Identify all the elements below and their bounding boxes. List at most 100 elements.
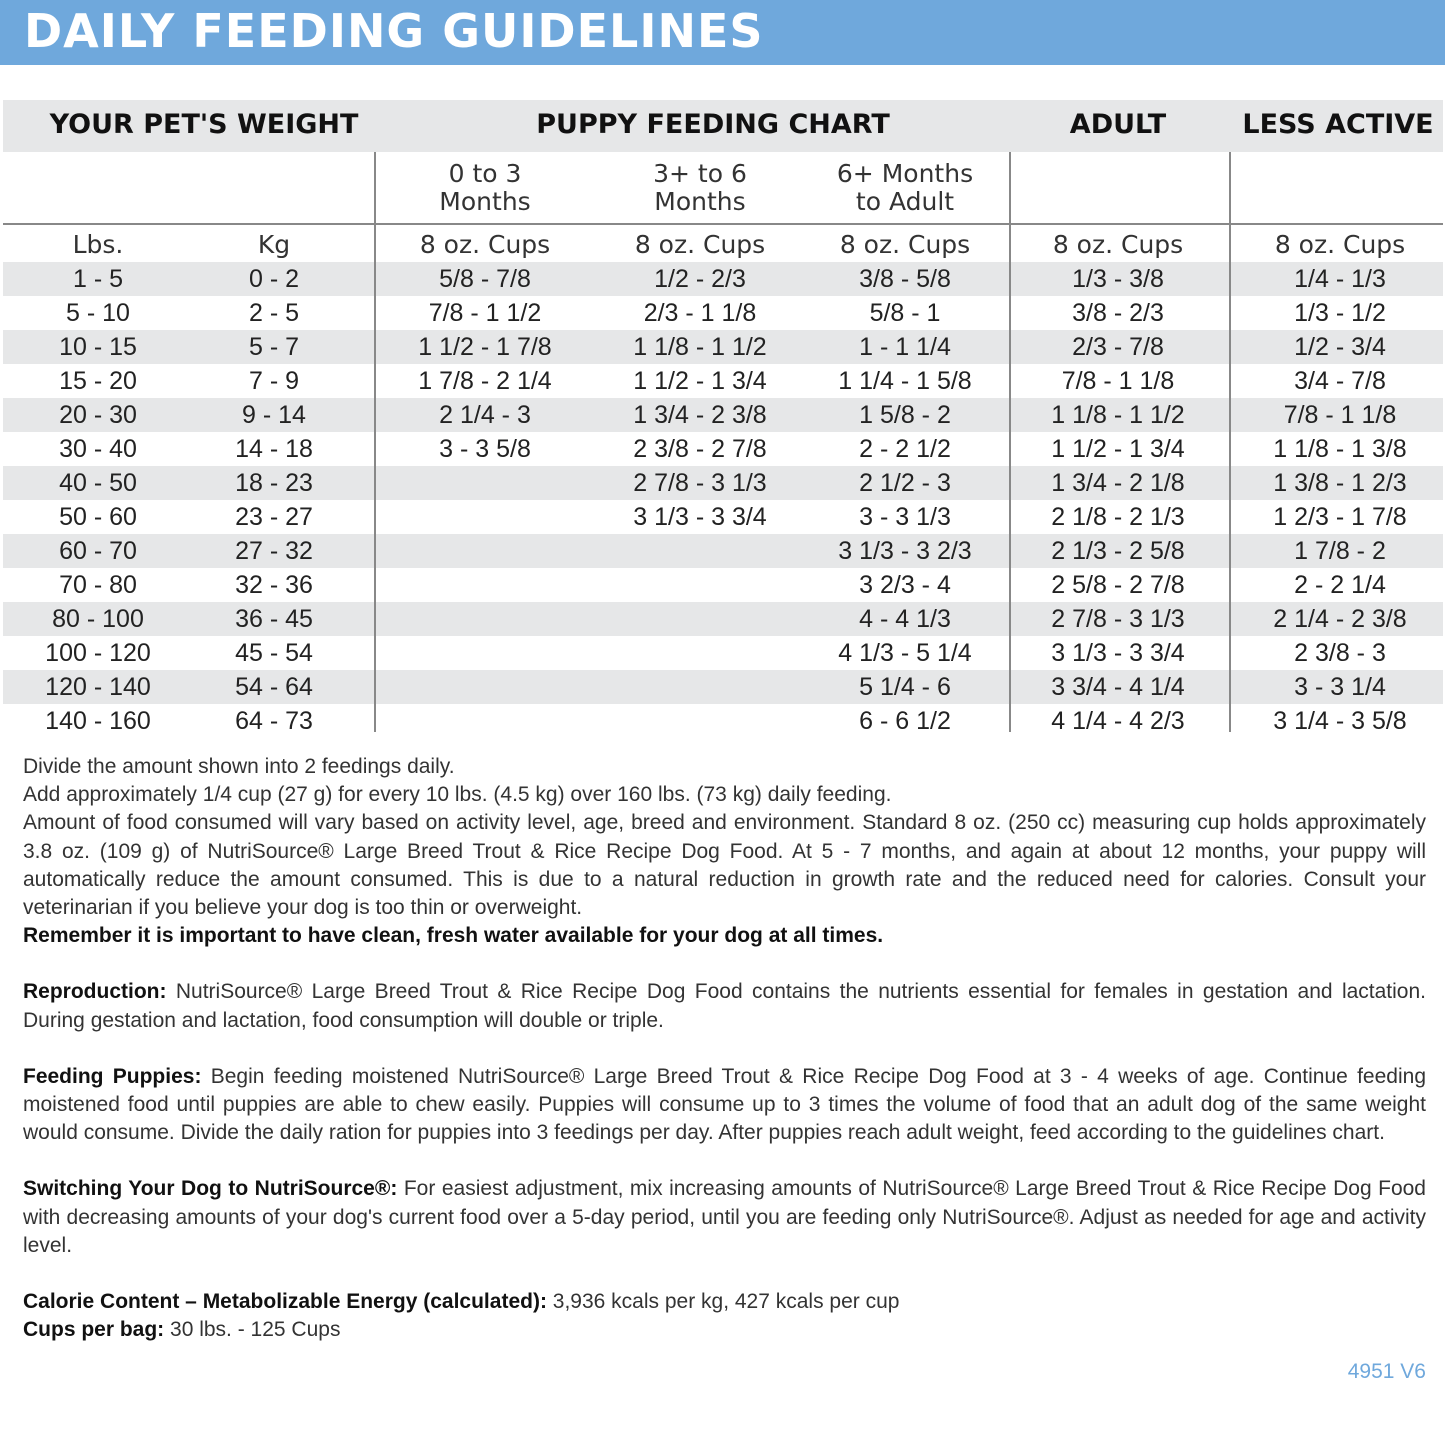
note-reproduction: Reproduction: NutriSource® Large Breed T… [23, 980, 1426, 1032]
cell-adult: 1/3 - 3/8 [1072, 265, 1164, 293]
cell-less-active: 7/8 - 1 1/8 [1283, 401, 1397, 429]
cell-puppy-3-6: 1 3/4 - 2 3/8 [633, 401, 767, 429]
note-water: Remember it is important to have clean, … [23, 924, 884, 948]
cell-adult: 3/8 - 2/3 [1072, 299, 1164, 327]
cell-lbs: 10 - 15 [59, 333, 137, 361]
cell-lbs: 70 - 80 [59, 571, 137, 599]
cell-less-active: 3 - 3 1/4 [1294, 673, 1386, 701]
cell-lbs: 80 - 100 [52, 605, 144, 633]
note-over-160: Add approximately 1/4 cup (27 g) for eve… [23, 783, 892, 807]
subheader-0-3: 0 to 3 Months [439, 159, 531, 216]
cell-lbs: 15 - 20 [59, 367, 137, 395]
cell-puppy-3-6: 2/3 - 1 1/8 [643, 299, 757, 327]
cell-puppy-6-adult: 4 - 4 1/3 [859, 605, 951, 633]
cell-puppy-3-6: 2 3/8 - 2 7/8 [633, 435, 767, 463]
cell-puppy-6-adult: 6 - 6 1/2 [859, 707, 951, 735]
subheader-6-adult: 6+ Months to Adult [836, 159, 974, 216]
header-weight: YOUR PET'S WEIGHT [49, 109, 359, 140]
cell-kg: 9 - 14 [242, 401, 306, 429]
cell-adult: 1 3/4 - 2 1/8 [1051, 469, 1185, 497]
cell-puppy-6-adult: 3 1/3 - 3 2/3 [838, 537, 972, 565]
note-cups-per-bag: Cups per bag: 30 lbs. - 125 Cups [23, 1318, 341, 1342]
unit-cups: 8 oz. Cups [1052, 230, 1184, 259]
cell-puppy-0-3: 2 1/4 - 3 [439, 401, 531, 429]
cell-lbs: 1 - 5 [72, 265, 124, 293]
note-feeding-puppies: Feeding Puppies: Begin feeding moistened… [23, 1064, 1426, 1145]
cell-kg: 5 - 7 [248, 333, 300, 361]
cell-lbs: 40 - 50 [59, 469, 137, 497]
unit-cups: 8 oz. Cups [1274, 230, 1406, 259]
cell-adult: 2 5/8 - 2 7/8 [1051, 571, 1185, 599]
cell-puppy-6-adult: 3 2/3 - 4 [859, 571, 951, 599]
cell-puppy-6-adult: 1 - 1 1/4 [859, 333, 951, 361]
header-adult: ADULT [1069, 109, 1167, 140]
cell-puppy-6-adult: 1 5/8 - 2 [859, 401, 951, 429]
cell-kg: 0 - 2 [248, 265, 300, 293]
cell-less-active: 1 7/8 - 2 [1294, 537, 1386, 565]
cell-less-active: 2 1/4 - 2 3/8 [1273, 605, 1407, 633]
table-row: 60 - 70 27 - 32 3 1/3 - 3 2/3 2 1/3 - 2 5/8… [3, 534, 1443, 568]
cell-less-active: 1/4 - 1/3 [1294, 265, 1386, 293]
column-divider [1009, 152, 1011, 732]
cell-lbs: 100 - 120 [45, 639, 151, 667]
cell-adult: 7/8 - 1 1/8 [1061, 367, 1175, 395]
table-row: 15 - 20 7 - 9 1 7/8 - 2 1/4 1 1/2 - 1 3/4 1 … [3, 364, 1443, 398]
cell-puppy-6-adult: 1 1/4 - 1 5/8 [838, 367, 972, 395]
cell-puppy-6-adult: 5/8 - 1 [869, 299, 941, 327]
table-row: 120 - 140 54 - 64 5 1/4 - 6 3 3/4 - 4 1/4 3 … [3, 670, 1443, 704]
divider [3, 223, 1443, 225]
cell-puppy-6-adult: 2 1/2 - 3 [859, 469, 951, 497]
cell-puppy-0-3: 1 7/8 - 2 1/4 [418, 367, 552, 395]
cell-kg: 14 - 18 [235, 435, 313, 463]
cell-adult: 4 1/4 - 4 2/3 [1051, 707, 1185, 735]
cell-less-active: 1 2/3 - 1 7/8 [1273, 503, 1407, 531]
unit-kg: Kg [257, 230, 291, 259]
feeding-notes: Divide the amount shown into 2 feedings … [23, 753, 1426, 1387]
product-code: 4951 V6 [1347, 1360, 1426, 1384]
cell-puppy-3-6: 2 7/8 - 3 1/3 [633, 469, 767, 497]
cell-kg: 18 - 23 [235, 469, 313, 497]
note-amount: Amount of food consumed will vary based … [23, 811, 1426, 920]
table-row: 80 - 100 36 - 45 4 - 4 1/3 2 7/8 - 3 1/3 2 1… [3, 602, 1443, 636]
feeding-table: YOUR PET'S WEIGHT PUPPY FEEDING CHART AD… [3, 100, 1443, 740]
cell-adult: 1 1/8 - 1 1/2 [1051, 401, 1185, 429]
title-banner: DAILY FEEDING GUIDELINES [0, 0, 1445, 65]
table-row: 70 - 80 32 - 36 3 2/3 - 4 2 5/8 - 2 7/8 2 - … [3, 568, 1443, 602]
cell-less-active: 1/3 - 1/2 [1294, 299, 1386, 327]
cell-kg: 45 - 54 [235, 639, 313, 667]
header-puppy: PUPPY FEEDING CHART [536, 109, 890, 140]
cell-puppy-0-3: 7/8 - 1 1/2 [428, 299, 542, 327]
table-row: 5 - 10 2 - 5 7/8 - 1 1/2 2/3 - 1 1/8 5/8 - 1… [3, 296, 1443, 330]
cell-adult: 2 1/8 - 2 1/3 [1051, 503, 1185, 531]
cell-kg: 54 - 64 [235, 673, 313, 701]
note-switching: Switching Your Dog to NutriSource®: For … [23, 1177, 1426, 1257]
table-header-row: YOUR PET'S WEIGHT PUPPY FEEDING CHART AD… [3, 100, 1443, 152]
cell-less-active: 2 3/8 - 3 [1294, 639, 1386, 667]
cell-puppy-6-adult: 2 - 2 1/2 [859, 435, 951, 463]
cell-puppy-6-adult: 3 - 3 1/3 [859, 503, 951, 531]
cell-puppy-6-adult: 3/8 - 5/8 [859, 265, 951, 293]
cell-puppy-6-adult: 5 1/4 - 6 [859, 673, 951, 701]
cell-puppy-3-6: 1/2 - 2/3 [654, 265, 746, 293]
cell-adult: 1 1/2 - 1 3/4 [1051, 435, 1185, 463]
unit-cups: 8 oz. Cups [419, 230, 551, 259]
page-title: DAILY FEEDING GUIDELINES [24, 4, 764, 58]
cell-puppy-3-6: 1 1/2 - 1 3/4 [633, 367, 767, 395]
cell-less-active: 3/4 - 7/8 [1294, 367, 1386, 395]
cell-puppy-3-6: 1 1/8 - 1 1/2 [633, 333, 767, 361]
cell-less-active: 3 1/4 - 3 5/8 [1273, 707, 1407, 735]
table-row: 30 - 40 14 - 18 3 - 3 5/8 2 3/8 - 2 7/8 2 - … [3, 432, 1443, 466]
cell-adult: 3 1/3 - 3 3/4 [1051, 639, 1185, 667]
cell-adult: 2 1/3 - 2 5/8 [1051, 537, 1185, 565]
cell-puppy-3-6: 3 1/3 - 3 3/4 [633, 503, 767, 531]
table-row: 50 - 60 23 - 27 3 1/3 - 3 3/4 3 - 3 1/3 2 1/… [3, 500, 1443, 534]
table-row: 40 - 50 18 - 23 2 7/8 - 3 1/3 2 1/2 - 3 1 3/… [3, 466, 1443, 500]
cell-kg: 7 - 9 [248, 367, 300, 395]
cell-adult: 2/3 - 7/8 [1072, 333, 1164, 361]
cell-kg: 27 - 32 [235, 537, 313, 565]
cell-adult: 2 7/8 - 3 1/3 [1051, 605, 1185, 633]
table-row: 140 - 160 64 - 73 6 - 6 1/2 4 1/4 - 4 2/3 3 … [3, 704, 1443, 738]
cell-lbs: 120 - 140 [45, 673, 151, 701]
header-less-active: LESS ACTIVE [1242, 109, 1434, 140]
cell-kg: 23 - 27 [235, 503, 313, 531]
